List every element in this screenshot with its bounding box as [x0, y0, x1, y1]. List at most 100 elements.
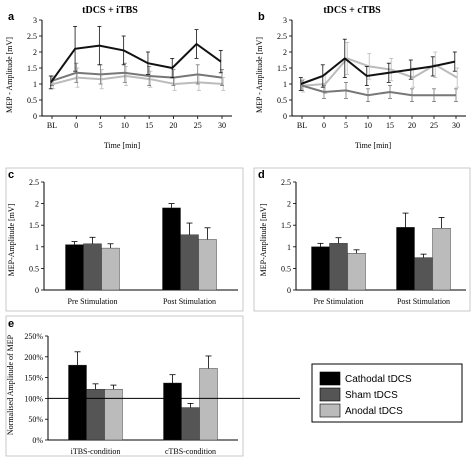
bar: [104, 389, 123, 441]
category-label: iTBS-condition: [71, 447, 121, 456]
panel-letter-c: c: [8, 169, 14, 181]
panel-a-ylabel: MEP - Amplitude [mV]: [5, 37, 14, 113]
y-tick-label: 1: [35, 243, 39, 252]
panel-a: a tDCS + iTBS MEP - Amplitude [mV] Time …: [5, 5, 232, 150]
panel-b-title: tDCS + cTBS: [323, 5, 381, 16]
panel-letter-b: b: [258, 11, 265, 23]
category-label: cTBS-condition: [165, 447, 216, 456]
panel-letter-d: d: [258, 169, 265, 181]
bar: [101, 247, 120, 291]
bar: [347, 253, 366, 291]
y-tick-label: 1: [33, 80, 37, 89]
bar: [396, 227, 415, 291]
y-tick-label: 0: [283, 112, 287, 121]
bar: [432, 228, 451, 291]
x-tick-label: 0: [322, 121, 326, 130]
series-1-0: [298, 38, 457, 91]
y-tick-label: 3: [33, 16, 37, 25]
bar: [198, 239, 217, 291]
legend-label-anodal: Anodal tDCS: [345, 406, 403, 417]
panel-e-frame: [5, 315, 244, 457]
series-0-0: [48, 25, 223, 90]
y-tick-label: 0: [33, 112, 37, 121]
panel-e: e Normalised Amplitude of MEP 0% 50% 100% 1…: [5, 315, 300, 457]
panel-a-title: tDCS + iTBS: [82, 5, 138, 16]
legend: Cathodal tDCS Sham tDCS Anodal tDCS: [311, 363, 463, 423]
legend-label-sham: Sham tDCS: [345, 390, 398, 401]
bar: [414, 257, 433, 291]
series-line: [51, 71, 223, 82]
panel-d-plot: 0 0.5 1 1.5 2 2.5 Pre Stimulation Post Stimulat…: [281, 178, 466, 306]
series-line: [301, 84, 456, 97]
x-tick-label: 20: [169, 121, 177, 130]
panel-b-ylabel: MEP - Amplitude [mV]: [255, 37, 264, 113]
x-tick-label: BL: [297, 121, 307, 130]
x-tick-label: 5: [99, 121, 103, 130]
series-0-1: [50, 62, 224, 86]
x-tick-label: 0: [74, 121, 78, 130]
legend-swatch-sham: [319, 387, 341, 402]
bar: [199, 368, 218, 441]
y-tick-label: 0.5: [27, 96, 37, 105]
y-tick-label: 1.5: [27, 64, 37, 73]
x-tick-label: 30: [452, 121, 460, 130]
series-line: [52, 74, 224, 86]
legend-swatch-cathodal: [319, 371, 341, 386]
x-tick-label: 10: [364, 121, 372, 130]
y-tick-label: 0.5: [29, 264, 39, 273]
category-label: Post Stimulation: [397, 297, 450, 306]
y-tick-label: 2.5: [281, 178, 291, 187]
y-tick-label: 50%: [28, 415, 43, 424]
y-tick-label: 1.5: [29, 221, 39, 230]
x-tick-label: 5: [344, 121, 348, 130]
bar: [162, 207, 181, 291]
panel-c: c MEP-Amplitude [mV] 0 0.5 1 1.5 2 2.5 Pre Sti…: [5, 167, 244, 312]
category-label: Pre Stimulation: [68, 297, 118, 306]
y-tick-label: 0.5: [277, 96, 287, 105]
x-tick-label: 15: [145, 121, 153, 130]
panel-c-frame: [5, 167, 244, 312]
y-tick-label: 0: [287, 286, 291, 295]
category-label: Post Stimulation: [163, 297, 216, 306]
panel-b-plot: 0 0.5 1 1.5 2 2.5 3 BL 0 5 10 15 20 25 30: [277, 16, 466, 130]
panel-b: b tDCS + cTBS MEP - Amplitude [mV] Time …: [255, 5, 466, 150]
y-tick-label: 2.5: [277, 32, 287, 41]
bar: [180, 234, 199, 291]
bar: [83, 243, 102, 291]
series-line: [300, 57, 456, 85]
panel-a-plot: 0 0.5 1 1.5 2 2.5 3 BL 0 5 10 15 20 25 30: [27, 16, 232, 130]
legend-swatch-anodal: [319, 403, 341, 418]
x-tick-label: BL: [47, 121, 57, 130]
series-line: [49, 42, 222, 83]
y-tick-label: 1.5: [277, 64, 287, 73]
bar: [65, 244, 84, 291]
y-tick-label: 150%: [24, 374, 43, 383]
x-tick-label: 10: [121, 121, 129, 130]
bar: [329, 243, 348, 291]
y-tick-label: 1: [287, 243, 291, 252]
series-1-1: [300, 80, 458, 102]
x-tick-label: 25: [194, 121, 202, 130]
x-tick-label: 20: [408, 121, 416, 130]
panel-d-frame: [253, 167, 471, 312]
y-tick-label: 200%: [24, 353, 43, 362]
y-tick-label: 1: [283, 80, 287, 89]
panel-b-xlabel: Time [min]: [355, 141, 392, 150]
panel-c-ylabel: MEP-Amplitude [mV]: [7, 203, 16, 276]
y-tick-label: 250%: [24, 332, 43, 341]
panel-e-plot: 0% 50% 100% 150% 200% 250% iTBS-condition cTBS-…: [24, 332, 300, 456]
y-tick-label: 2.5: [29, 178, 39, 187]
bar: [68, 364, 87, 441]
y-tick-label: 0%: [32, 436, 43, 445]
x-tick-label: 25: [430, 121, 438, 130]
panel-d: d MEP-Amplitude [mV] 0 0.5 1 1.5 2 2.5 Pre Sti…: [253, 167, 471, 312]
bar: [311, 246, 330, 291]
panel-e-ylabel: Normalised Amplitude of MEP: [6, 334, 15, 435]
bar: [86, 389, 105, 441]
panel-a-xlabel: Time [min]: [104, 141, 141, 150]
bar: [181, 407, 200, 441]
y-tick-label: 2.5: [27, 32, 37, 41]
series-0-2: [51, 66, 226, 91]
x-tick-label: 30: [218, 121, 226, 130]
